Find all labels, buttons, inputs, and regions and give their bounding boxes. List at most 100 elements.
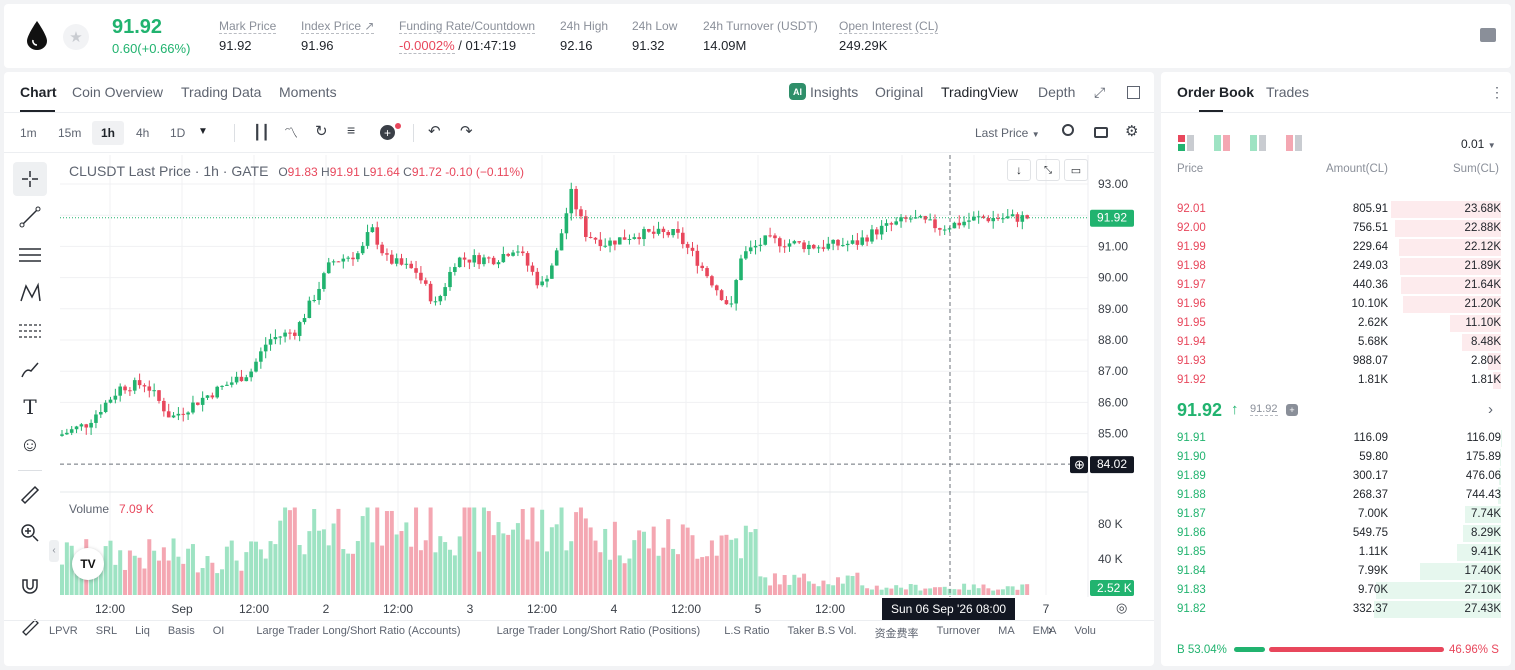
open-interest-label[interactable]: Open Interest (CL) [839,19,939,34]
bid-row[interactable]: 91.91 116.09 116.09 [1170,429,1505,448]
kebab-menu-icon[interactable]: ⋮ [1490,84,1504,100]
bid-row[interactable]: 91.85 1.11K 9.41K [1170,543,1505,562]
ask-row[interactable]: 91.98 249.03 21.89K [1170,257,1505,276]
indicator-13[interactable]: Volu [1074,625,1096,637]
indicator-1[interactable]: SRL [95,625,118,637]
indicator-5[interactable]: Large Trader Long/Short Ratio (Accounts) [256,625,461,637]
view-original[interactable]: Original [875,84,924,100]
mark-price-label[interactable]: Mark Price [219,19,277,34]
layout-asks-icon[interactable] [1286,135,1304,151]
bid-row[interactable]: 91.83 9.70K 27.10K [1170,581,1505,600]
indicator-10[interactable]: Turnover [936,625,981,637]
tab-order-book[interactable]: Order Book [1177,84,1255,100]
emoji-icon[interactable]: ☺ [19,433,41,456]
brush-tool[interactable] [13,352,47,386]
indicator-8[interactable]: Taker B.S Vol. [787,625,857,637]
candles-icon[interactable]: ┃┃ [253,124,270,140]
ask-row[interactable]: 91.94 5.68K 8.48K [1170,333,1505,352]
bid-row[interactable]: 91.86 549.75 8.29K [1170,524,1505,543]
tab-trades[interactable]: Trades [1266,84,1310,100]
interval-dropdown-icon[interactable]: ▼ [198,126,208,137]
view-depth[interactable]: Depth [1038,84,1076,100]
interval-15m[interactable]: 15m [58,126,82,140]
window-icon[interactable] [1127,86,1140,99]
collapse-icon[interactable]: ⤡ [1036,159,1060,181]
interval-4h[interactable]: 4h [136,126,150,140]
indicator-6[interactable]: Large Trader Long/Short Ratio (Positions… [496,625,701,637]
interval-1d[interactable]: 1D [170,126,186,140]
settings-gear-icon[interactable]: ⚙ [1125,123,1139,140]
layout-both-alt-icon[interactable] [1214,135,1232,151]
book-icon[interactable] [1480,28,1496,42]
download-icon[interactable]: ↓ [1007,159,1031,181]
indicator-0[interactable]: LPVR [49,625,78,637]
more-icon[interactable]: ▭ [1064,159,1088,181]
pattern-tool[interactable] [13,276,47,310]
tab-coin-overview[interactable]: Coin Overview [72,84,164,100]
index-price-label[interactable]: Index Price ↗ [301,19,375,34]
camera-icon[interactable] [1094,127,1108,138]
indicator-2[interactable]: Liq [135,625,150,637]
bid-row[interactable]: 91.82 332.37 27.43K [1170,600,1505,619]
templates-icon[interactable]: ≡ [347,122,356,138]
bid-row[interactable]: 91.89 300.17 476.06 [1170,467,1505,486]
view-tradingview[interactable]: TradingView [941,84,1019,100]
price-source-select[interactable]: Last Price ▼ [975,126,1040,140]
reset-chart-icon[interactable]: ◎ [1116,600,1128,615]
funding-rate-label[interactable]: Funding Rate/Countdown [399,19,536,34]
indicators-icon[interactable]: 〽 [284,125,298,141]
ask-row[interactable]: 91.97 440.36 21.64K [1170,276,1505,295]
tab-chart[interactable]: Chart [20,84,57,100]
fib-tool[interactable] [13,238,47,272]
ask-row[interactable]: 91.93 988.07 2.80K [1170,352,1505,371]
indicator-12[interactable]: EMA [1032,625,1057,637]
volume-bar [753,529,758,595]
ask-row[interactable]: 91.92 1.81K 1.81K [1170,371,1505,390]
ruler-tool[interactable] [13,478,47,512]
expand-icon[interactable]: ⤢ [1094,84,1106,100]
interval-1h[interactable]: 1h [92,121,125,145]
indicator-4[interactable]: OI [212,625,225,637]
tab-moments[interactable]: Moments [279,84,337,100]
bid-row[interactable]: 91.84 7.99K 17.40K [1170,562,1505,581]
indicator-3[interactable]: Basis [167,625,195,637]
indicator-9[interactable]: 资金费率 [874,628,919,640]
bid-row[interactable]: 91.87 7.00K 7.74K [1170,505,1505,524]
indicator-11[interactable]: MA [998,625,1015,637]
precision-select[interactable]: 0.01 ▼ [1461,137,1496,151]
zoom-in-icon[interactable] [13,516,47,550]
ask-amount: 988.07 [1352,355,1388,367]
undo-icon[interactable]: ↶ [428,123,441,140]
collapse-toolbar-icon[interactable]: ‹ [49,540,59,562]
ask-row[interactable]: 92.01 805.91 23.68K [1170,200,1505,219]
insights-button[interactable]: Insights [810,84,859,100]
bid-row[interactable]: 91.90 59.80 175.89 [1170,448,1505,467]
layout-bids-icon[interactable] [1250,135,1268,151]
scroll-right-icon[interactable]: › [1048,622,1053,637]
redo-icon[interactable]: ↷ [460,123,473,140]
ask-row[interactable]: 92.00 756.51 22.88K [1170,219,1505,238]
tab-trading-data[interactable]: Trading Data [181,84,262,100]
ask-amount: 5.68K [1357,336,1388,348]
search-icon[interactable] [1062,124,1074,136]
ask-row[interactable]: 91.95 2.62K 11.10K [1170,314,1505,333]
magnet-icon[interactable] [13,568,47,602]
ask-row[interactable]: 91.96 10.10K 21.20K [1170,295,1505,314]
draw-lock-icon[interactable] [13,608,47,642]
favorite-star-icon[interactable]: ★ [63,24,89,50]
bid-row[interactable]: 91.88 268.37 744.43 [1170,486,1505,505]
prediction-tool[interactable] [13,314,47,348]
trend-line-tool[interactable] [13,200,47,234]
candle-body [263,344,268,352]
text-tool[interactable]: T [23,395,37,419]
replay-icon[interactable]: ↻ [315,123,328,140]
crosshair-tool[interactable] [13,162,47,196]
indicator-7[interactable]: L.S Ratio [724,625,770,637]
alert-add-icon[interactable]: + [380,125,395,140]
layout-both-icon[interactable] [1178,135,1196,151]
shield-plus-icon[interactable]: + [1286,404,1298,416]
chevron-right-icon[interactable]: › [1488,401,1493,418]
interval-1m[interactable]: 1m [20,126,37,140]
ask-row[interactable]: 91.99 229.64 22.12K [1170,238,1505,257]
